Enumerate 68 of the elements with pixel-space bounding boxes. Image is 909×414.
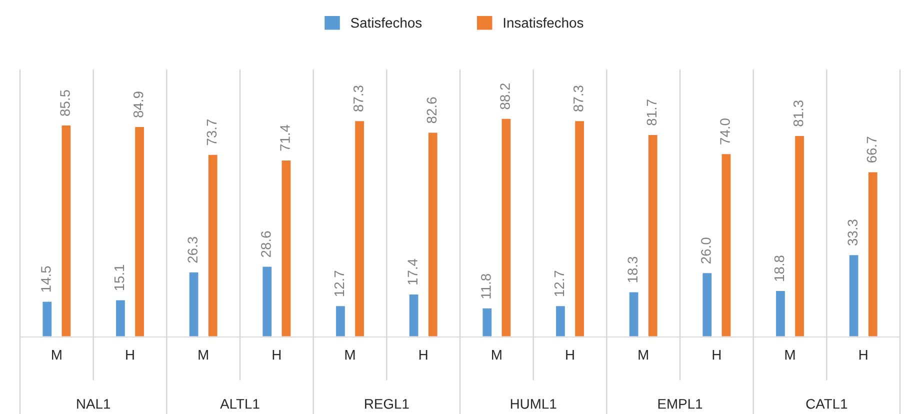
data-label: 18.8 — [774, 256, 784, 281]
text: REGL1 — [365, 398, 409, 409]
bar — [848, 254, 860, 337]
bar — [500, 117, 512, 337]
bar — [408, 293, 420, 337]
legend-label: Insatisfechos — [504, 18, 584, 28]
data-label: 88.2 — [500, 83, 510, 110]
data-label: 85.5 — [60, 90, 70, 116]
text: NAL1 — [77, 399, 110, 409]
x-tick-label: M — [785, 350, 795, 360]
data-label: 87.3 — [573, 86, 584, 112]
bar — [334, 304, 346, 337]
bar — [720, 152, 732, 337]
bar — [427, 131, 439, 337]
data-label: 71.4 — [280, 124, 290, 151]
data-label: 66.7 — [866, 136, 877, 162]
data-label: 81.3 — [793, 100, 804, 126]
text: ALTL1 — [220, 399, 260, 409]
x-tick-label: M — [198, 350, 208, 360]
bar — [134, 126, 146, 337]
bar — [628, 290, 640, 337]
data-label: 26.0 — [701, 238, 711, 264]
data-label: 87.3 — [353, 86, 364, 112]
data-label: 73.7 — [206, 119, 217, 146]
data-label: 84.9 — [133, 92, 144, 118]
bar — [794, 134, 806, 337]
bar — [554, 304, 566, 337]
bar — [41, 300, 53, 337]
data-label: 11.8 — [481, 274, 491, 298]
data-label: 17.4 — [408, 258, 418, 284]
x-tick-label: M — [345, 350, 355, 360]
data-label: 26.3 — [188, 236, 198, 263]
x-tick-label: H — [859, 350, 868, 360]
bar — [647, 134, 659, 337]
text: HUML1 — [510, 399, 556, 409]
bar — [701, 272, 713, 337]
bar — [60, 124, 72, 337]
x-tick-label: H — [566, 350, 574, 360]
bar — [261, 265, 273, 337]
x-tick-label: M — [52, 350, 62, 360]
bar — [114, 298, 126, 337]
bar — [280, 159, 292, 337]
bar — [188, 271, 200, 337]
text: EMPL1 — [658, 399, 702, 409]
data-label: 12.7 — [554, 270, 564, 296]
x-tick-label: M — [638, 350, 648, 360]
data-label: 14.5 — [41, 266, 51, 292]
bar — [574, 120, 586, 337]
x-tick-label: M — [492, 350, 502, 360]
x-tick-label: H — [126, 350, 134, 360]
data-label: 18.3 — [628, 256, 638, 282]
data-label: 33.3 — [848, 220, 858, 246]
bar — [774, 290, 786, 337]
bar — [867, 170, 879, 337]
data-label: 28.6 — [261, 231, 271, 257]
data-label: 15.1 — [114, 264, 124, 290]
x-tick-label: H — [419, 350, 428, 360]
legend-label: Satisfechos — [350, 18, 422, 28]
x-tick-label: H — [272, 350, 281, 360]
data-label: 12.7 — [334, 270, 344, 296]
data-label: 74.0 — [720, 118, 730, 144]
data-label: 81.7 — [646, 100, 657, 126]
bar — [207, 153, 219, 337]
text: CATL1 — [806, 398, 848, 409]
bar — [354, 120, 366, 337]
data-label: 82.6 — [426, 97, 437, 124]
bar — [481, 307, 493, 337]
x-tick-label: H — [712, 350, 721, 360]
